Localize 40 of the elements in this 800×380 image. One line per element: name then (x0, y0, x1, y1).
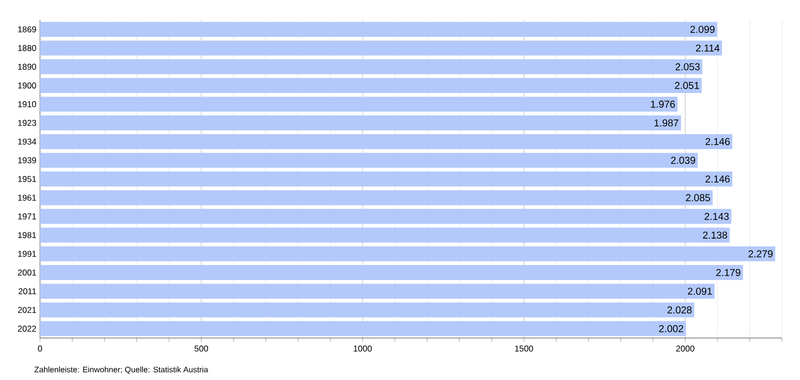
x-tick-label: 2000 (676, 346, 694, 352)
x-tick-label: 1500 (515, 346, 534, 352)
y-tick-label: 2001 (18, 270, 36, 276)
data-label: 2.146 (706, 138, 730, 146)
data-label: 2.099 (690, 26, 714, 33)
data-label: 2.114 (696, 44, 720, 52)
data-label: 2.053 (676, 63, 700, 70)
y-tick-label: 1890 (18, 64, 36, 70)
x-tick-label: 1000 (354, 346, 372, 352)
y-tick-label: 1961 (18, 194, 36, 201)
y-tick-label: 1939 (18, 157, 36, 164)
y-tick-label: 1981 (18, 232, 36, 238)
data-label: 2.091 (688, 288, 712, 295)
data-label: 2.146 (706, 175, 730, 183)
data-label: 2.051 (674, 82, 699, 90)
data-label: 2.138 (703, 232, 728, 239)
y-tick-label: 1910 (18, 101, 36, 108)
y-tick-label: 1951 (18, 176, 36, 182)
data-label: 1.987 (654, 119, 678, 126)
data-label: 2.179 (716, 268, 740, 276)
y-tick-label: 1869 (18, 26, 36, 32)
y-tick-label: 1923 (18, 120, 36, 126)
data-label: 2.039 (671, 156, 696, 164)
y-tick-label: 1934 (18, 138, 36, 145)
y-tick-label: 1971 (18, 213, 36, 220)
data-label: 2.143 (704, 212, 729, 220)
data-label: 2.002 (659, 325, 684, 332)
data-label: 1.976 (651, 100, 675, 108)
x-tick-label: 500 (194, 346, 208, 352)
data-label: 2.085 (686, 194, 710, 202)
y-tick-label: 1991 (18, 250, 36, 257)
y-tick-label: 2011 (18, 288, 36, 294)
x-tick-label: 0 (38, 346, 42, 352)
y-tick-label: 1900 (18, 82, 36, 88)
data-label: 2.279 (748, 250, 773, 258)
y-tick-label: 2021 (18, 306, 36, 313)
text: Zahlenleiste: Einwohner; Quelle: Statistik Austria (34, 366, 208, 374)
y-tick-label: 2022 (18, 326, 36, 332)
y-tick-label: 1880 (18, 45, 36, 52)
data-label: 2.028 (668, 306, 692, 314)
